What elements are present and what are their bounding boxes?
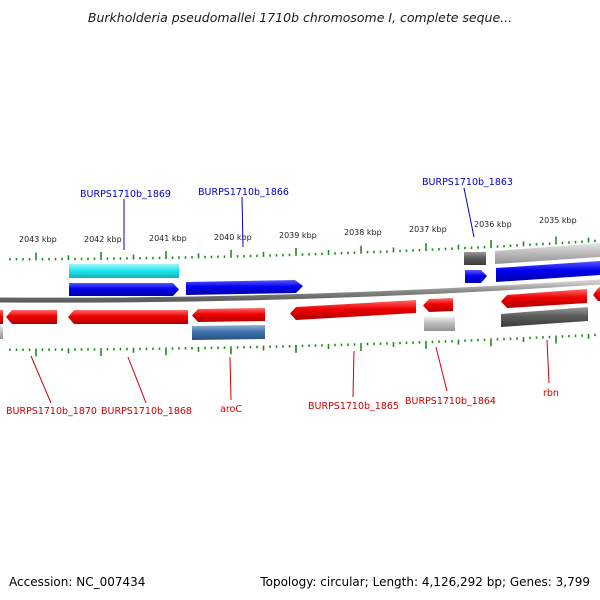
forward-strand-genes: [69, 243, 600, 296]
gene-gray-left-edge[interactable]: [0, 326, 3, 339]
gene-light-gray-bottom[interactable]: [424, 317, 455, 331]
topology-value: circular: [320, 575, 365, 589]
gene-burps1710b-1866[interactable]: [186, 280, 303, 295]
genes-value: 3,799: [555, 575, 590, 589]
gene-rbn[interactable]: [501, 289, 587, 308]
tick-label: 2042 kbp: [84, 235, 122, 244]
gene-burps1710b-1868[interactable]: [68, 310, 188, 324]
length-value: 4,126,292 bp: [421, 575, 502, 589]
gene-label[interactable]: BURPS1710b_1866: [198, 187, 289, 198]
genome-summary: Topology: circular; Length: 4,126,292 bp…: [260, 575, 590, 589]
accession-value: NC_007434: [76, 575, 146, 589]
tick-label: 2038 kbp: [344, 228, 382, 237]
gene-burps1710b-1870[interactable]: [6, 310, 57, 324]
label-leader-lines: [30, 187, 550, 404]
tick-label: 2039 kbp: [279, 231, 317, 240]
gene-red-right-edge[interactable]: [593, 287, 600, 301]
gene-blue-right[interactable]: [496, 261, 600, 282]
tick-label: 2035 kbp: [539, 216, 577, 225]
accession-label: Accession:: [9, 575, 73, 589]
length-label: Length:: [372, 575, 419, 589]
accession-info: Accession: NC_007434: [9, 575, 145, 589]
gene-label[interactable]: BURPS1710b_1865: [308, 401, 399, 412]
gene-label[interactable]: BURPS1710b_1864: [405, 396, 496, 407]
gene-label[interactable]: BURPS1710b_1870: [6, 406, 97, 417]
genes-label: Genes:: [509, 575, 552, 589]
topology-label: Topology:: [260, 575, 317, 589]
gene-gray-top[interactable]: [464, 252, 486, 265]
gene-burps1710b-1863[interactable]: [465, 270, 487, 283]
chromosome-backbone: [0, 279, 600, 303]
tick-label: 2041 kbp: [149, 234, 187, 243]
tick-label: 2037 kbp: [409, 225, 447, 234]
page-title: Burkholderia pseudomallei 1710b chromoso…: [87, 10, 513, 25]
gene-labels-bottom: BURPS1710b_1870 BURPS1710b_1868 aroC BUR…: [6, 388, 559, 417]
tick-label: 2040 kbp: [214, 233, 252, 242]
gene-label[interactable]: BURPS1710b_1863: [422, 177, 513, 188]
gene-red-left-edge[interactable]: [0, 310, 3, 324]
gene-label[interactable]: aroC: [220, 404, 242, 415]
gene-label[interactable]: BURPS1710b_1868: [101, 406, 192, 417]
scale-ticks-top: [9, 236, 596, 261]
gene-dark-gray-bottom[interactable]: [501, 307, 588, 327]
scale-tick-labels: 2043 kbp 2042 kbp 2041 kbp 2040 kbp 2039…: [19, 216, 577, 244]
gene-labels-top: BURPS1710b_1869 BURPS1710b_1866 BURPS171…: [80, 177, 513, 200]
gene-label[interactable]: rbn: [543, 388, 559, 399]
tick-label: 2036 kbp: [474, 220, 512, 229]
gene-burps1710b-1864[interactable]: [423, 298, 453, 312]
gene-burps1710b-1869[interactable]: [69, 283, 179, 296]
scale-ticks-bottom: [9, 333, 596, 357]
gene-light-gray-top[interactable]: [495, 243, 600, 264]
gene-steel-blue[interactable]: [192, 325, 265, 340]
gene-aroc[interactable]: [192, 308, 265, 322]
reverse-strand-genes: [0, 287, 600, 340]
tick-label: 2043 kbp: [19, 235, 57, 244]
gene-cyan[interactable]: [69, 264, 179, 278]
gene-burps1710b-1865[interactable]: [290, 300, 416, 320]
gene-label[interactable]: BURPS1710b_1869: [80, 189, 171, 200]
